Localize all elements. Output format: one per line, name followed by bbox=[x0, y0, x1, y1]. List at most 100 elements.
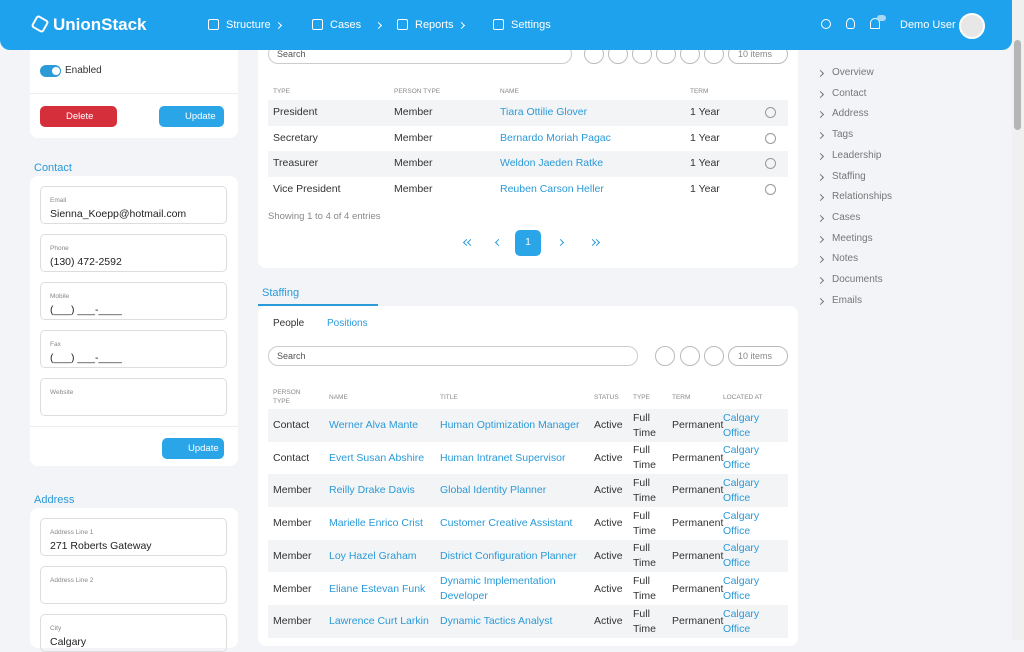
field-label: Website bbox=[50, 389, 74, 396]
nav-item[interactable]: Settings bbox=[511, 19, 551, 31]
form-field[interactable]: City Calgary bbox=[40, 614, 227, 652]
cell-text[interactable]: Calgary Office bbox=[723, 607, 760, 635]
tab[interactable]: People bbox=[273, 318, 305, 329]
row-checkbox[interactable] bbox=[765, 158, 776, 169]
user-name[interactable]: Demo User bbox=[900, 19, 956, 31]
cell-text[interactable]: Reilly Drake Davis bbox=[329, 484, 415, 497]
table-cell[interactable]: Calgary Office bbox=[723, 475, 778, 506]
form-field[interactable]: Mobile (___) ___-____ bbox=[40, 282, 227, 320]
user-avatar[interactable] bbox=[959, 13, 985, 39]
scrollbar-thumb[interactable] bbox=[1014, 40, 1021, 130]
cell-text[interactable]: Global Identity Planner bbox=[440, 484, 547, 497]
cell-text[interactable]: Customer Creative Assistant bbox=[440, 517, 573, 530]
table-cell[interactable]: Human Optimization Manager bbox=[440, 410, 590, 441]
cell-text: Full Time bbox=[633, 509, 656, 537]
toolbar-button[interactable] bbox=[680, 346, 700, 366]
cell-text[interactable]: Calgary Office bbox=[723, 542, 760, 570]
page-button[interactable]: 1 bbox=[515, 230, 541, 256]
nav-item[interactable]: Structure bbox=[226, 19, 271, 31]
form-field[interactable]: Fax (___) ___-____ bbox=[40, 330, 227, 368]
table-cell[interactable]: Calgary Office bbox=[723, 508, 778, 539]
table-cell[interactable]: Calgary Office bbox=[723, 443, 778, 474]
cell-text[interactable]: Lawrence Curt Larkin bbox=[329, 615, 429, 628]
table-cell[interactable]: Dynamic Tactics Analyst bbox=[440, 606, 590, 637]
cell-text[interactable]: Calgary Office bbox=[723, 476, 760, 504]
table-cell[interactable]: Lawrence Curt Larkin bbox=[329, 606, 439, 637]
cell-text[interactable]: Dynamic Tactics Analyst bbox=[440, 615, 553, 628]
side-nav-link[interactable]: Contact bbox=[832, 87, 867, 99]
table-cell: Active bbox=[594, 443, 632, 474]
side-nav-link[interactable]: Cases bbox=[832, 211, 861, 223]
tips-icon[interactable] bbox=[846, 18, 855, 29]
side-nav-link[interactable]: Tags bbox=[832, 129, 854, 141]
cell-text[interactable]: Werner Alva Mante bbox=[329, 419, 419, 431]
table-cell[interactable]: Calgary Office bbox=[723, 410, 778, 441]
cell-text[interactable]: Calgary Office bbox=[723, 575, 760, 602]
toolbar-button[interactable] bbox=[655, 346, 675, 366]
side-nav-link[interactable]: Relationships bbox=[832, 191, 893, 203]
cell-text[interactable]: Calgary Office bbox=[723, 411, 760, 439]
section-title: Staffing bbox=[262, 287, 300, 299]
column-header: TYPE bbox=[633, 394, 650, 401]
side-nav-link[interactable]: Documents bbox=[832, 274, 883, 285]
cell-text[interactable]: Human Optimization Manager bbox=[440, 419, 580, 431]
cell-text[interactable]: Dynamic Implementation Developer bbox=[440, 575, 556, 602]
cell-text[interactable]: Marielle Enrico Crist bbox=[329, 517, 423, 530]
table-cell[interactable]: Werner Alva Mante bbox=[329, 410, 439, 441]
notification-icon[interactable] bbox=[870, 18, 880, 29]
table-cell[interactable]: Bernardo Moriah Pagac bbox=[500, 131, 611, 144]
form-field[interactable]: Address Line 2 bbox=[40, 566, 227, 604]
row-checkbox[interactable] bbox=[765, 132, 776, 144]
cell-text[interactable]: Evert Susan Abshire bbox=[329, 451, 425, 464]
table-cell[interactable]: Human Intranet Supervisor bbox=[440, 443, 590, 474]
update-button[interactable]: Update bbox=[159, 106, 224, 127]
table-cell[interactable]: District Configuration Planner bbox=[440, 541, 590, 572]
field-label: Phone bbox=[50, 245, 69, 252]
row-checkbox[interactable] bbox=[765, 183, 776, 195]
cell-text[interactable]: Eliane Estevan Funk bbox=[329, 582, 426, 595]
form-field[interactable]: Email Sienna_Koepp@hotmail.com bbox=[40, 186, 227, 224]
table-cell[interactable]: Reuben Carson Heller bbox=[500, 182, 604, 195]
search-icon[interactable] bbox=[821, 19, 831, 29]
side-nav-link[interactable]: Staffing bbox=[832, 170, 866, 182]
table-cell[interactable]: Customer Creative Assistant bbox=[440, 508, 590, 539]
form-field[interactable]: Website bbox=[40, 378, 227, 416]
table-row: Contact Evert Susan Abshire Human Intranet… bbox=[268, 441, 788, 475]
search-input[interactable]: Search bbox=[268, 346, 638, 366]
nav-item[interactable]: Reports bbox=[415, 19, 454, 31]
table-cell: 1 Year bbox=[690, 131, 720, 144]
table-cell[interactable]: Weldon Jaeden Ratke bbox=[500, 157, 604, 169]
form-field[interactable]: Phone (130) 472-2592 bbox=[40, 234, 227, 272]
side-nav-link[interactable]: Emails bbox=[832, 294, 863, 306]
side-nav-link[interactable]: Meetings bbox=[832, 232, 873, 244]
table-cell[interactable]: Calgary Office bbox=[723, 541, 778, 572]
table-cell[interactable]: Calgary Office bbox=[723, 574, 778, 605]
cell-text[interactable]: Human Intranet Supervisor bbox=[440, 451, 566, 464]
table-cell[interactable]: Tiara Ottilie Glover bbox=[500, 106, 588, 118]
cell-text[interactable]: Calgary Office bbox=[723, 509, 760, 537]
nav-item[interactable]: Cases bbox=[330, 19, 362, 31]
table-cell[interactable]: Global Identity Planner bbox=[440, 475, 590, 506]
side-nav-link[interactable]: Overview bbox=[832, 67, 874, 78]
side-nav-link[interactable]: Notes bbox=[832, 253, 859, 265]
table-cell[interactable]: Dynamic Implementation Developer bbox=[440, 574, 590, 605]
form-field[interactable]: Address Line 1 271 Roberts Gateway bbox=[40, 518, 227, 556]
table-cell[interactable]: Reilly Drake Davis bbox=[329, 475, 439, 506]
cell-text[interactable]: District Configuration Planner bbox=[440, 549, 577, 562]
table-cell[interactable]: Eliane Estevan Funk bbox=[329, 574, 439, 605]
update-button[interactable]: Update bbox=[162, 438, 224, 459]
toolbar-button[interactable] bbox=[704, 346, 724, 366]
table-cell[interactable]: Loy Hazel Graham bbox=[329, 541, 439, 572]
table-cell[interactable]: Calgary Office bbox=[723, 606, 778, 637]
page-size-select[interactable]: 10 items bbox=[728, 346, 788, 366]
table-cell[interactable]: Marielle Enrico Crist bbox=[329, 508, 439, 539]
brand-name[interactable]: UnionStack bbox=[53, 15, 147, 34]
row-checkbox[interactable] bbox=[765, 107, 776, 118]
delete-button[interactable]: Delete bbox=[40, 106, 117, 127]
table-cell[interactable]: Evert Susan Abshire bbox=[329, 443, 439, 474]
tab[interactable]: Positions bbox=[327, 318, 368, 329]
side-nav-link[interactable]: Address bbox=[832, 108, 869, 120]
side-nav-link[interactable]: Leadership bbox=[832, 149, 882, 161]
cell-text[interactable]: Loy Hazel Graham bbox=[329, 549, 417, 562]
cell-text[interactable]: Calgary Office bbox=[723, 444, 760, 472]
